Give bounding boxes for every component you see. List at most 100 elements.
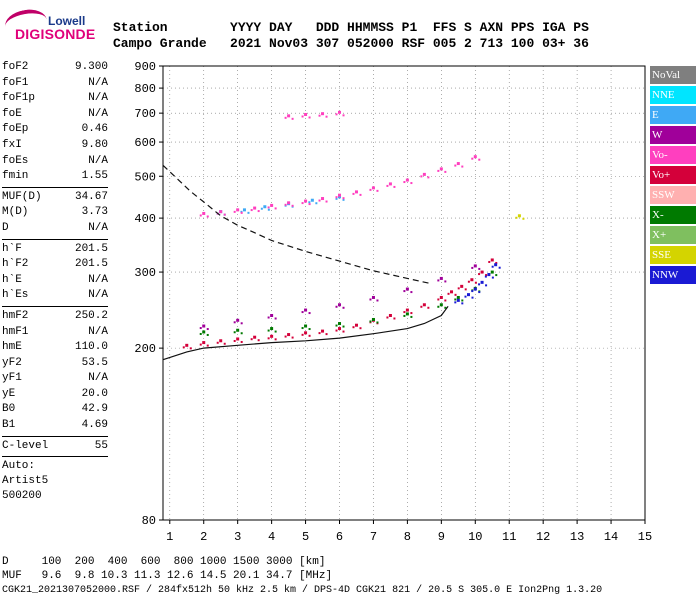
data-point: [335, 196, 338, 199]
param-name: B0: [2, 403, 16, 416]
data-point: [471, 157, 474, 160]
data-point: [284, 203, 287, 206]
data-point: [301, 327, 304, 330]
data-point: [495, 274, 498, 277]
data-point: [471, 296, 474, 299]
data-point: [393, 185, 396, 188]
y-tick-label: 200: [134, 342, 156, 356]
data-point: [304, 199, 308, 203]
param-separator: [2, 305, 108, 307]
data-point: [444, 280, 447, 283]
data-point: [491, 276, 494, 279]
data-point: [456, 295, 460, 299]
data-point: [410, 182, 413, 185]
param-name: foEp: [2, 123, 29, 136]
data-point: [522, 217, 525, 220]
data-point: [371, 317, 375, 321]
data-point: [253, 206, 257, 210]
data-point: [388, 313, 392, 317]
param-name: fmin: [2, 170, 29, 183]
data-point: [490, 258, 494, 262]
x-tick-label: 8: [404, 530, 411, 544]
legend-item-vo-: Vo+: [650, 166, 696, 184]
data-point: [517, 214, 521, 218]
data-point: [304, 112, 308, 116]
data-point: [359, 327, 362, 330]
data-point: [185, 343, 189, 347]
data-point: [267, 329, 270, 332]
y-tick-label: 80: [142, 514, 156, 528]
param-name: h`F2: [2, 258, 29, 271]
data-point: [318, 332, 321, 335]
data-point: [199, 327, 202, 330]
data-point: [335, 305, 338, 308]
data-point: [315, 202, 318, 205]
data-point: [202, 324, 206, 328]
param-row: hmF1 N/A: [2, 325, 108, 341]
param-value: N/A: [88, 107, 108, 120]
legend-item-x-: X+: [650, 226, 696, 244]
param-row: fxI 9.80: [2, 138, 108, 154]
data-point: [405, 308, 409, 312]
header-row-1: Station YYYY DAY DDD HHMMSS P1 FFS S AXN…: [113, 20, 589, 35]
data-point: [484, 275, 487, 278]
data-point: [301, 202, 304, 205]
x-tick-label: 2: [200, 530, 207, 544]
series-sse: [515, 214, 525, 220]
data-point: [450, 290, 454, 294]
x-tick-label: 13: [570, 530, 584, 544]
data-point: [352, 192, 355, 195]
param-value: 9.80: [81, 138, 108, 151]
param-name: h`F: [2, 242, 22, 255]
param-row: foEp 0.46: [2, 122, 108, 138]
data-point: [420, 175, 423, 178]
data-point: [236, 328, 240, 332]
data-point: [206, 333, 209, 336]
data-point: [467, 280, 470, 283]
data-point: [466, 293, 470, 297]
data-point: [405, 312, 409, 316]
param-row: hmE 110.0: [2, 340, 108, 356]
data-point: [427, 306, 430, 309]
data-point: [439, 167, 443, 171]
param-value: N/A: [88, 372, 108, 385]
param-value: 1.55: [81, 170, 108, 183]
data-point: [189, 347, 192, 350]
data-point: [488, 260, 491, 263]
data-point: [369, 298, 372, 301]
data-point: [480, 280, 484, 284]
data-point: [223, 213, 226, 216]
data-point: [233, 210, 236, 213]
data-point: [478, 283, 481, 286]
data-point: [454, 298, 457, 301]
data-point: [321, 329, 325, 333]
data-point: [444, 299, 447, 302]
data-point: [359, 193, 362, 196]
data-point: [460, 284, 464, 288]
x-tick-label: 11: [502, 530, 516, 544]
data-point: [199, 214, 202, 217]
muf-curve-line: [162, 164, 432, 285]
data-point: [318, 114, 321, 117]
data-point: [354, 190, 358, 194]
data-point: [236, 318, 240, 322]
data-point: [304, 331, 308, 335]
param-separator: [2, 238, 108, 240]
data-point: [310, 198, 314, 202]
data-point: [437, 169, 440, 172]
data-point: [393, 317, 396, 320]
param-row: yF2 53.5: [2, 356, 108, 372]
data-point: [335, 113, 338, 116]
data-point: [444, 170, 447, 173]
data-point: [342, 198, 345, 201]
data-point: [242, 208, 246, 212]
param-row: foF1 N/A: [2, 76, 108, 92]
data-point: [236, 208, 240, 212]
electron-density-profile-line: [162, 305, 449, 361]
param-name: hmF2: [2, 309, 29, 322]
data-point: [474, 281, 477, 284]
data-point: [287, 114, 291, 118]
data-point: [304, 308, 308, 312]
data-point: [376, 321, 379, 324]
data-point: [454, 301, 457, 304]
